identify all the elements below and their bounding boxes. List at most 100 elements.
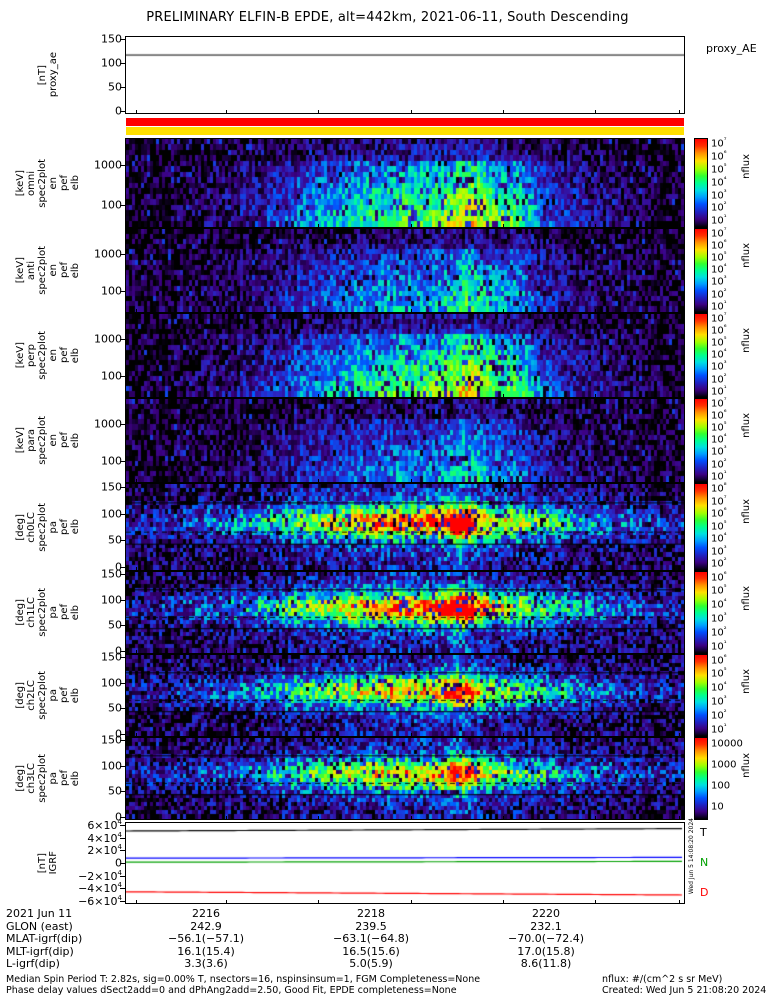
colorbar-tick-label: 10²: [711, 286, 727, 301]
yticks-en-perp: 1000 100: [70, 313, 122, 398]
label-row-name: GLON (east): [6, 919, 73, 933]
ylabel-word: pef: [59, 770, 70, 787]
ytick-label: 100: [101, 454, 122, 468]
xtick-mark: [318, 479, 320, 483]
panel-en-para[interactable]: [125, 398, 685, 483]
xtick-mark: [318, 394, 320, 398]
colorbar-tick-label: 10²: [711, 371, 727, 386]
ytick-label: 100: [101, 369, 122, 383]
footer-left: Median Spin Period T: 2.82s, sig=0.00% T…: [6, 974, 480, 996]
ch1lc-colorbar: [694, 571, 708, 654]
colorbar-tick-label: 10²: [711, 200, 727, 215]
ytick-label: 1000: [94, 158, 122, 172]
ytick-label: 50: [108, 533, 122, 547]
yticks-igrf: 6×104 4×104 2×104 0 −2×104 −4×104 −6×104: [70, 818, 122, 907]
ylabel-word: proxy_ae: [48, 52, 59, 98]
panel-en-perp[interactable]: [125, 313, 685, 398]
label-row: MLT-igrf(dip) 16.1(15.4) 16.5(15.6) 17.0(15…: [6, 944, 706, 959]
label-row: L-igrf(dip) 3.3(3.6) 5.0(5.9) 8.6(11.8): [6, 958, 706, 971]
panel-pa-ch2lc[interactable]: [125, 654, 685, 737]
panel-en-anti[interactable]: [125, 228, 685, 313]
ytick-mark: [120, 900, 125, 902]
xtick-mark: [318, 900, 320, 904]
ylabel-word: [deg]: [15, 765, 26, 792]
ytick-label: 50: [108, 784, 122, 798]
ytick-label: 150: [101, 733, 122, 747]
panel-pa-ch0lc[interactable]: [125, 483, 685, 571]
vertical-date-stamp: Wed Jun 5 14:08:20 2024: [688, 818, 695, 895]
label-row-value: −70.0(−72.4): [507, 932, 584, 946]
colorbar-tick-label: 10⁶: [711, 569, 727, 584]
ylabel-word: [deg]: [15, 513, 26, 541]
ylabel-word: pa: [48, 606, 59, 619]
ytick-mark: [120, 253, 125, 255]
xtick-mark: [136, 479, 138, 483]
ytick-label: 0: [115, 810, 122, 824]
label-row: GLON (east) 242.9 239.5 232.1: [6, 919, 706, 934]
colorbar-tick-label: 10⁶: [711, 149, 727, 163]
ytick-label: −6×104: [78, 893, 122, 908]
colorbar-tick-label: 10²: [711, 556, 727, 571]
xtick-mark: [503, 224, 504, 228]
ylabel-word: [nT]: [37, 64, 48, 86]
panel-igrf[interactable]: [125, 822, 685, 904]
xtick-mark: [318, 816, 320, 820]
ytick-mark: [120, 791, 125, 793]
status-bar-yellow: [126, 127, 684, 135]
ylabel-word: pef: [59, 518, 70, 536]
ylabel-word: IGRF: [48, 851, 59, 875]
ytick-mark: [120, 423, 125, 425]
xtick-mark: [410, 733, 412, 737]
label-row-value: 5.0(5.9): [349, 957, 393, 971]
ytick-mark: [120, 708, 125, 710]
xtick-mark: [679, 733, 681, 737]
ytick-mark: [120, 39, 125, 41]
para-colorbar-title: nflux: [741, 413, 752, 439]
ytick-mark: [120, 682, 125, 684]
ylabel-word: pa: [48, 689, 59, 702]
ylabel-word: pef: [59, 262, 70, 279]
ytick-mark: [120, 375, 125, 377]
panel-pa-ch1lc[interactable]: [125, 571, 685, 654]
xtick-mark: [225, 309, 227, 313]
ytick-mark: [120, 740, 125, 742]
colorbar-tick-label: 10³: [711, 187, 727, 202]
xtick-mark: [595, 650, 597, 654]
ytick-mark: [120, 110, 125, 112]
panel-pa-ch3lc[interactable]: [125, 737, 685, 820]
ytick-mark: [120, 816, 125, 818]
colorbar-tick-label: 10⁴: [711, 597, 727, 611]
yticks-pa-ch3lc: 150 100 50 0: [70, 733, 122, 824]
colorbar-tick-label: 10⁶: [711, 323, 727, 337]
ytick-mark: [120, 290, 125, 292]
ylabel-word: [deg]: [15, 599, 26, 626]
xtick-mark: [503, 567, 504, 571]
xtick-mark: [410, 650, 412, 654]
ylabel-word: spec2plot: [37, 416, 48, 465]
ytick-label: 100: [101, 676, 122, 690]
ylabel-word: pef: [59, 347, 70, 364]
bottom-label-table: 2021 Jun 11 2216 2218 2220 GLON (east) 242.9 2…: [6, 907, 706, 971]
ytick-mark: [120, 657, 125, 659]
label-row-name: 2021 Jun 11: [6, 907, 73, 920]
colorbar-tick-label: 10⁴: [711, 347, 727, 361]
ytick-label: 1000: [94, 247, 122, 260]
xtick-mark: [503, 816, 504, 820]
ylabel-word: ch3LC: [26, 763, 37, 794]
ylabel-word: ch0LC: [26, 511, 37, 543]
xtick-mark: [595, 110, 597, 114]
ylabel-word: spec2plot: [37, 588, 48, 637]
xtick-mark: [679, 309, 681, 313]
xtick-mark: [503, 479, 504, 483]
xtick-mark: [503, 650, 504, 654]
xtick-mark: [595, 479, 597, 483]
colorbar-tick-label: 10²: [711, 708, 727, 722]
ytick-mark: [120, 837, 125, 839]
xtick-mark: [410, 309, 412, 313]
ytick-label: 6×104: [87, 818, 122, 833]
omni-colorbar-title: nflux: [741, 154, 752, 180]
label-row-value: 17.0(15.8): [517, 944, 575, 958]
panel-en-omni[interactable]: [125, 138, 685, 228]
panel-proxy-ae[interactable]: [125, 36, 685, 114]
ylabel-word: [keV]: [15, 342, 26, 369]
